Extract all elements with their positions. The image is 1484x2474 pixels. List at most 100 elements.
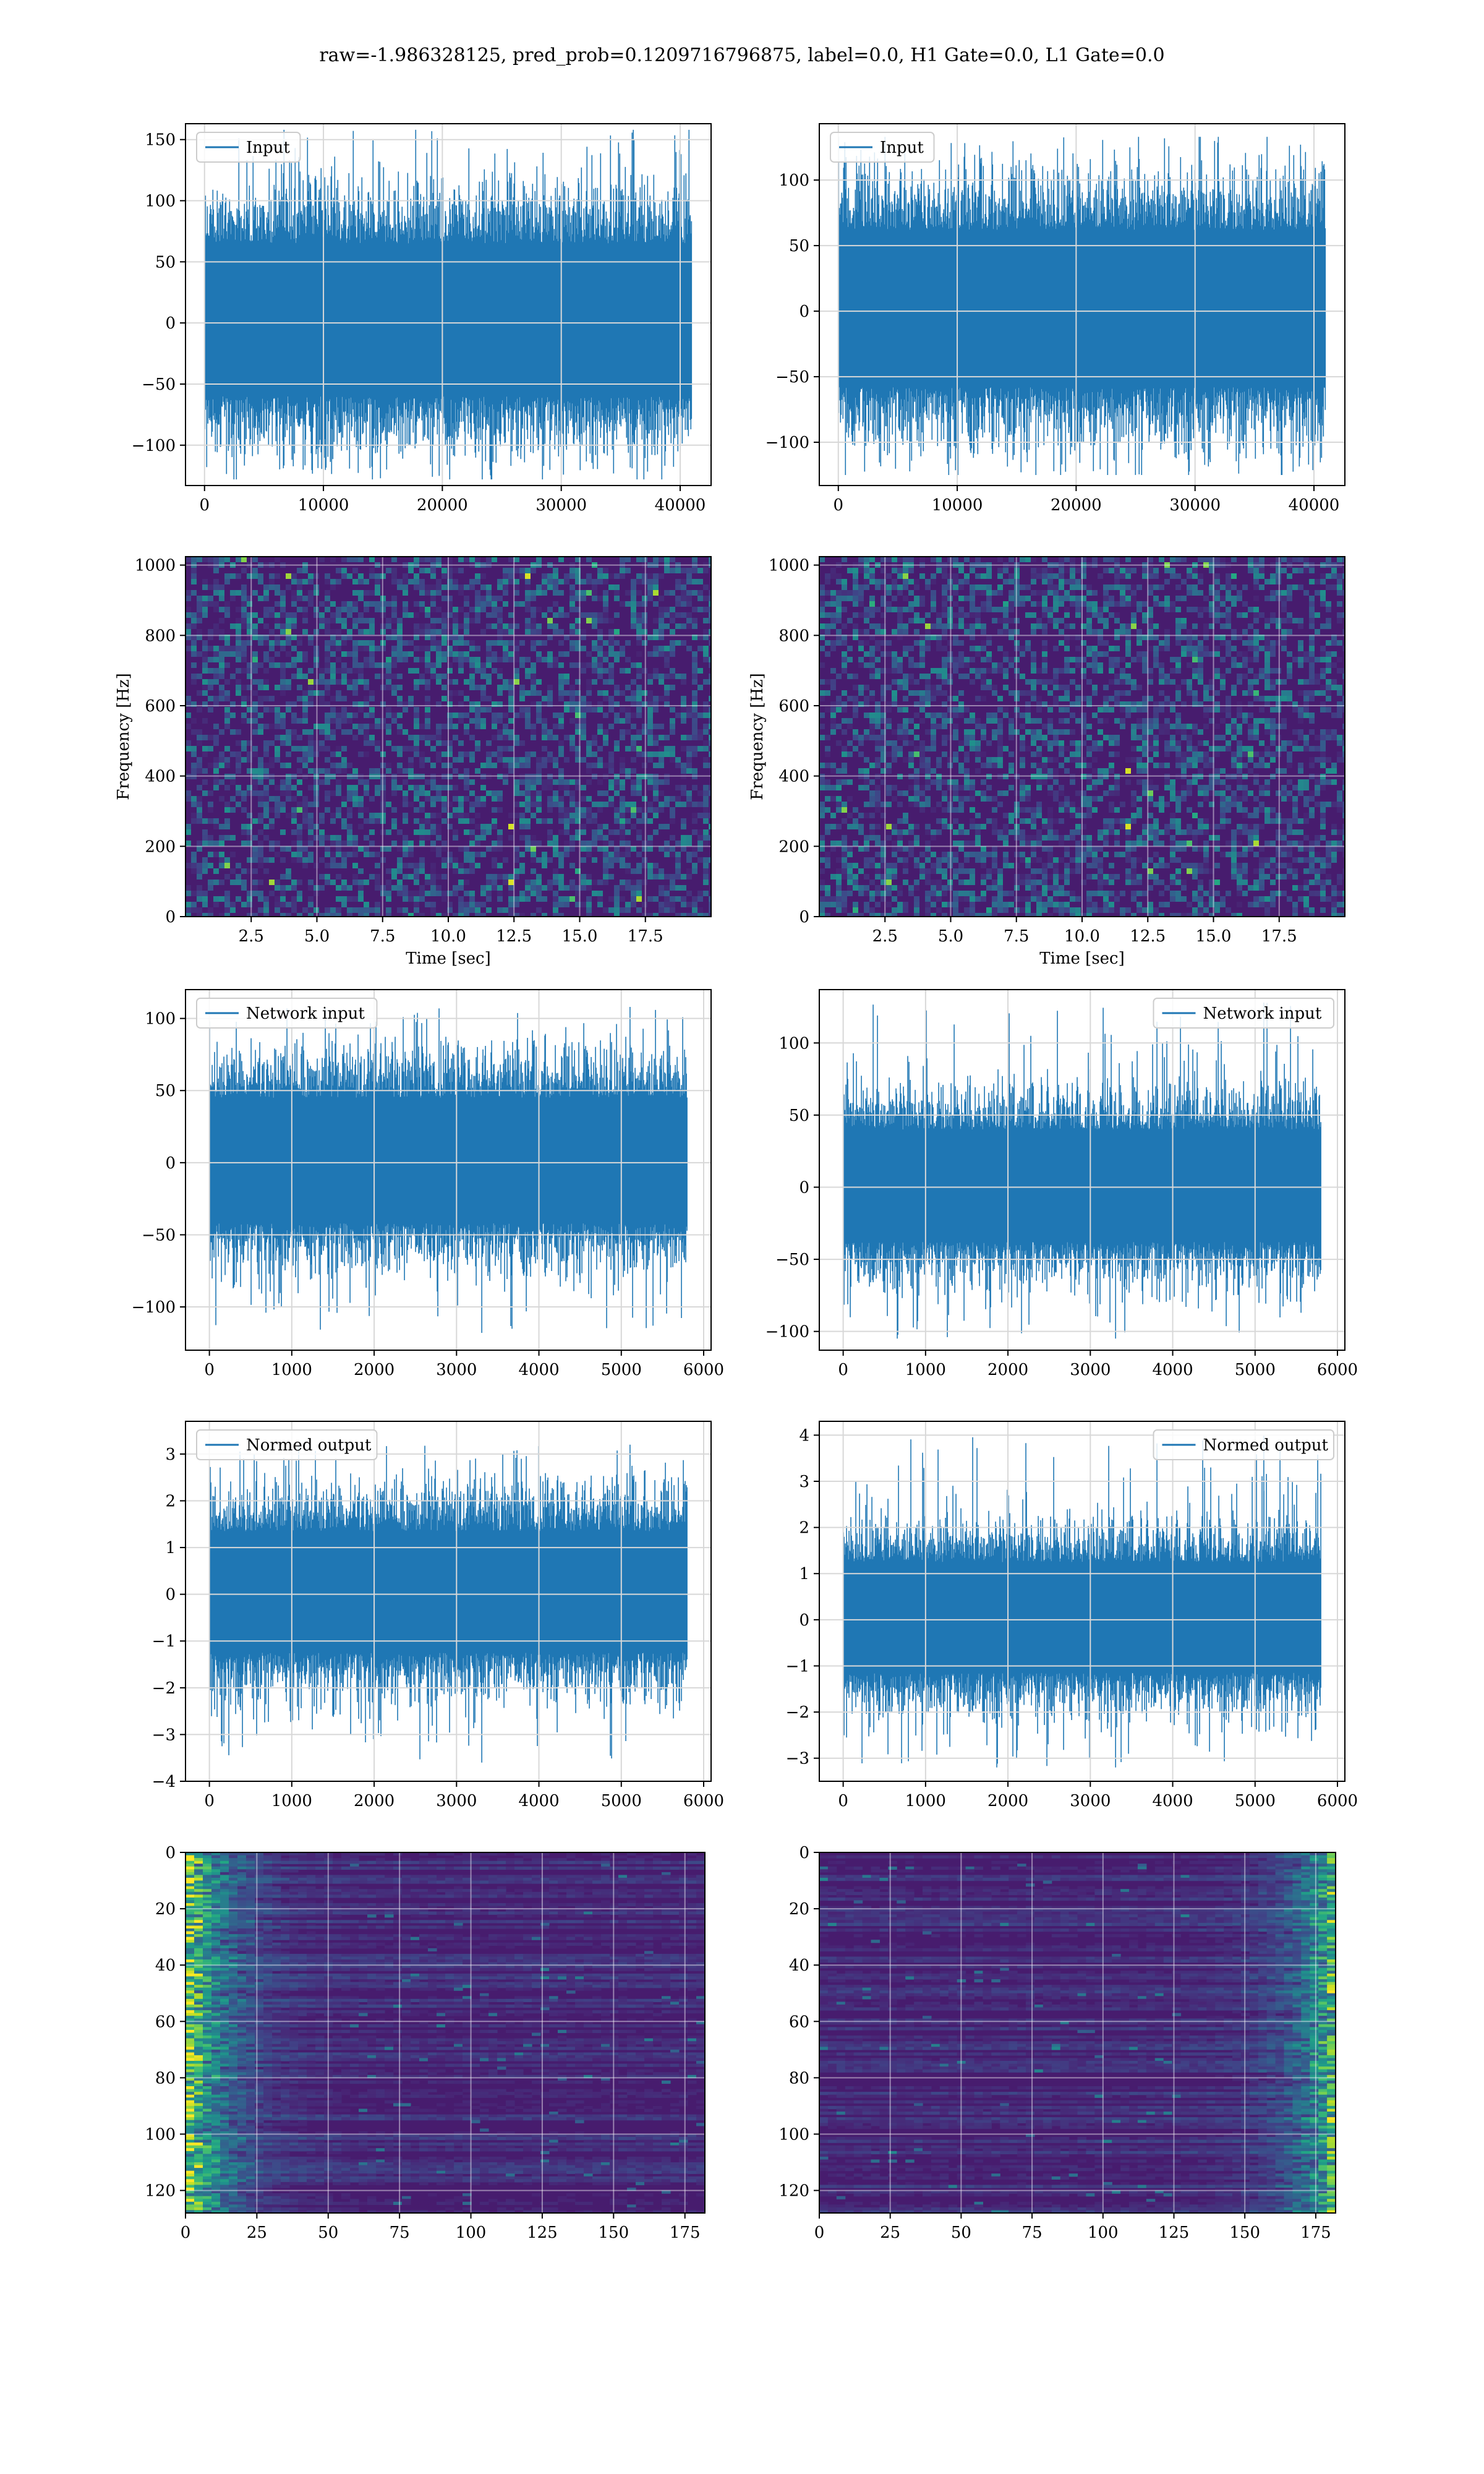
plot-area xyxy=(838,137,1326,475)
x-tick-label: 0 xyxy=(199,496,210,515)
x-tick-label: 1000 xyxy=(271,1361,312,1379)
y-tick-label: 2 xyxy=(165,1492,176,1510)
legend-box xyxy=(830,132,935,163)
panel-right-4: 0 1000 2000 3000 4000 5000 6000 −3 −2 −1 0 1 2 3 4 Norm… xyxy=(786,1421,1358,1810)
y-tick-label: 1 xyxy=(799,1565,809,1583)
legend-box xyxy=(196,998,378,1029)
x-tick-label: 50 xyxy=(951,2224,971,2242)
y-tick-label: 3 xyxy=(799,1473,809,1491)
y-tick-label: 0 xyxy=(165,1844,176,1862)
y-tick-label: −50 xyxy=(775,1251,809,1269)
y-tick-label: 3 xyxy=(165,1445,176,1464)
legend: Input xyxy=(196,132,301,163)
x-tick-label: 40000 xyxy=(655,496,706,515)
legend-label: Input xyxy=(246,139,290,157)
x-tick-label: 5000 xyxy=(1235,1361,1276,1379)
legend: Network input xyxy=(196,998,378,1029)
x-tick-label: 75 xyxy=(390,2224,410,2242)
x-tick-label: 5.0 xyxy=(938,927,963,946)
signal-trace xyxy=(209,1444,688,1763)
x-tick-label: 6000 xyxy=(1317,1361,1358,1379)
y-tick-label: 100 xyxy=(145,192,176,211)
legend-box xyxy=(196,132,301,163)
axes-frame xyxy=(185,123,712,486)
y-tick-label: 1000 xyxy=(135,557,176,575)
axes-frame xyxy=(819,1852,1336,2214)
x-tick-label: 0 xyxy=(814,2224,825,2242)
x-tick-label: 2.5 xyxy=(239,927,264,946)
y-tick-label: 50 xyxy=(789,237,809,255)
x-tick-label: 20000 xyxy=(417,496,468,515)
y-tick-label: 100 xyxy=(145,2125,176,2144)
y-tick-label: 2 xyxy=(799,1519,809,1538)
x-tick-label: 4000 xyxy=(518,1792,559,1810)
y-tick-label: 0 xyxy=(165,908,176,927)
x-tick-label: 30000 xyxy=(1169,496,1221,515)
x-tick-label: 0 xyxy=(838,1792,848,1810)
y-tick-label: −50 xyxy=(775,368,809,387)
axes-frame xyxy=(185,1852,706,2214)
signal-trace xyxy=(843,1435,1321,1768)
legend: Normed output xyxy=(196,1429,378,1460)
x-tick-label: 4000 xyxy=(1152,1792,1193,1810)
y-axis-label: Frequency [Hz] xyxy=(114,673,133,800)
x-tick-label: 7.5 xyxy=(370,927,395,946)
x-tick-label: 75 xyxy=(1022,2224,1043,2242)
y-tick-label: −3 xyxy=(152,1726,176,1744)
x-tick-label: 0 xyxy=(181,2224,191,2242)
x-tick-label: 175 xyxy=(670,2224,701,2242)
axes-frame xyxy=(185,1421,712,1782)
y-tick-label: −1 xyxy=(786,1657,809,1676)
legend-label: Input xyxy=(880,139,924,157)
legend: Normed output xyxy=(1153,1429,1334,1460)
y-tick-label: 0 xyxy=(799,1844,809,1862)
x-tick-label: 10.0 xyxy=(430,927,466,946)
panel-left-2: 2.5 5.0 7.5 10.0 12.5 15.0 17.5 0 200 400 600 800 10… xyxy=(114,556,712,968)
x-tick-label: 30000 xyxy=(535,496,587,515)
x-tick-label: 10000 xyxy=(298,496,349,515)
y-tick-label: 0 xyxy=(799,908,809,927)
x-tick-label: 7.5 xyxy=(1004,927,1029,946)
y-tick-label: 0 xyxy=(165,1154,176,1173)
x-tick-label: 25 xyxy=(880,2224,900,2242)
x-tick-label: 25 xyxy=(247,2224,267,2242)
x-tick-label: 1000 xyxy=(271,1792,312,1810)
plot-area xyxy=(186,1852,705,2213)
y-tick-label: 50 xyxy=(155,253,176,272)
x-tick-label: 10000 xyxy=(932,496,983,515)
y-tick-label: 0 xyxy=(165,314,176,333)
x-tick-label: 6000 xyxy=(683,1792,724,1810)
x-tick-label: 2000 xyxy=(987,1792,1028,1810)
x-tick-label: 12.5 xyxy=(496,927,532,946)
y-tick-label: 60 xyxy=(155,2013,176,2031)
panel-left-5: 0 25 50 75 100 125 150 175 0 20 40 60 80 100 120 xyxy=(145,1844,706,2242)
legend-box xyxy=(196,1429,378,1460)
x-tick-label: 4000 xyxy=(1152,1361,1193,1379)
x-tick-label: 2.5 xyxy=(872,927,898,946)
legend-label: Network input xyxy=(1203,1004,1322,1023)
y-tick-label: 120 xyxy=(145,2182,176,2201)
panel-right-2: 2.5 5.0 7.5 10.0 12.5 15.0 17.5 0 200 400 600 800 10… xyxy=(748,556,1345,968)
legend-label: Network input xyxy=(246,1004,365,1023)
y-tick-label: −4 xyxy=(152,1773,176,1791)
plot-area xyxy=(186,557,711,917)
x-tick-label: 2000 xyxy=(987,1361,1028,1379)
y-tick-label: 100 xyxy=(778,1034,809,1053)
y-tick-label: 150 xyxy=(145,131,176,150)
y-tick-label: 40 xyxy=(789,1956,809,1975)
x-tick-label: 0 xyxy=(833,496,843,515)
panel-left-4: 0 1000 2000 3000 4000 5000 6000 −4 −3 −2 −1 0 1 2 3 Nor… xyxy=(152,1421,724,1810)
x-tick-label: 5000 xyxy=(601,1792,642,1810)
y-tick-label: −3 xyxy=(786,1750,809,1768)
y-tick-label: 200 xyxy=(778,837,809,856)
y-tick-label: 0 xyxy=(165,1586,176,1604)
x-tick-label: 6000 xyxy=(1317,1792,1358,1810)
x-tick-label: 150 xyxy=(598,2224,629,2242)
panel-right-3: 0 1000 2000 3000 4000 5000 6000 −100 −50 0 50 100 Ne… xyxy=(765,989,1358,1379)
axes-frame xyxy=(819,1421,1345,1782)
y-tick-label: 200 xyxy=(145,837,176,856)
axes-frame xyxy=(185,989,712,1351)
plot-area xyxy=(843,1435,1321,1768)
y-tick-label: 4 xyxy=(799,1426,809,1445)
y-tick-label: 40 xyxy=(155,1956,176,1975)
